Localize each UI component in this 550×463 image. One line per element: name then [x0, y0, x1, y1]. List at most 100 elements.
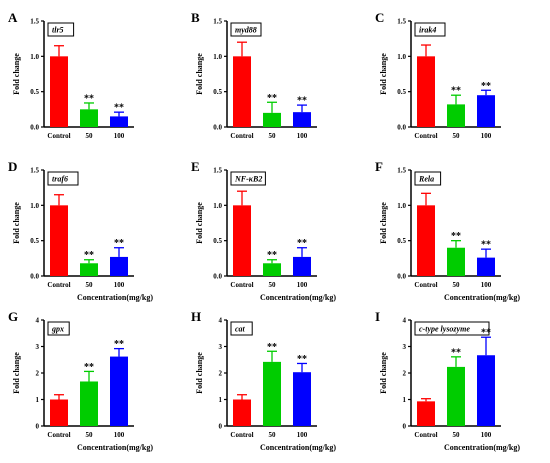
significance-label: ** — [114, 103, 124, 114]
panel-letter: H — [191, 309, 201, 324]
y-tick-label: 0.0 — [213, 273, 222, 281]
category-label: Control — [47, 281, 70, 289]
gene-label: Rela — [418, 175, 434, 184]
gene-label-box — [47, 321, 70, 336]
panel-letter: I — [375, 309, 380, 324]
panel-letter: A — [8, 10, 18, 25]
y-tick-label: 4 — [219, 317, 223, 325]
bar — [417, 205, 435, 276]
x-axis-title: Concentration(mg/kg) — [77, 293, 153, 302]
category-label: 50 — [269, 132, 277, 140]
bar — [233, 399, 251, 426]
y-axis-title: Fold change — [12, 352, 21, 394]
gene-label-box — [47, 22, 75, 37]
bar — [293, 372, 311, 426]
bar — [233, 205, 251, 276]
category-label: 100 — [297, 431, 308, 439]
y-tick-label: 1.0 — [213, 202, 222, 210]
gene-label-box — [414, 171, 442, 186]
bar — [417, 401, 435, 426]
bar — [263, 361, 281, 426]
y-tick-label: 1.0 — [397, 202, 406, 210]
bar — [80, 109, 98, 127]
category-label: 50 — [269, 431, 277, 439]
panel-letter: D — [8, 159, 17, 174]
category-label: 100 — [114, 431, 125, 439]
category-label: Control — [230, 132, 253, 140]
category-label: Control — [47, 431, 70, 439]
bar — [50, 56, 68, 128]
gene-label: tlr5 — [52, 26, 64, 35]
bar — [447, 366, 465, 426]
gene-label-box — [230, 22, 262, 37]
significance-label: ** — [481, 240, 491, 251]
gene-label-box — [230, 171, 266, 186]
significance-label: ** — [297, 354, 307, 365]
y-tick-label: 0.0 — [30, 124, 39, 132]
category-label: Control — [414, 132, 437, 140]
category-label: 100 — [481, 431, 492, 439]
category-label: Control — [230, 281, 253, 289]
y-tick-label: 0 — [219, 423, 223, 431]
category-label: 100 — [297, 281, 308, 289]
x-axis-title: Concentration(mg/kg) — [444, 443, 520, 452]
significance-label: ** — [84, 362, 94, 373]
y-tick-label: 2 — [219, 370, 223, 378]
category-label: 50 — [269, 281, 277, 289]
panel-h: H 0 1 2 3 4 Fold change cat Control ** 50 ** 100 Conc… — [191, 309, 336, 452]
y-tick-label: 0.5 — [30, 88, 39, 96]
gene-label: traf6 — [52, 175, 68, 184]
category-label: Control — [414, 281, 437, 289]
category-label: 100 — [114, 281, 125, 289]
y-tick-label: 1.5 — [397, 167, 406, 175]
bar — [110, 256, 128, 276]
bar — [233, 56, 251, 128]
y-tick-label: 1.5 — [213, 18, 222, 26]
gene-label: gpx — [51, 325, 64, 334]
category-label: 100 — [297, 132, 308, 140]
category-label: 50 — [86, 132, 94, 140]
y-axis-title: Fold change — [379, 352, 388, 394]
significance-label: ** — [267, 93, 277, 104]
panel-g: G 0 1 2 3 4 Fold change gpx Control ** 50 ** 100 Conc… — [8, 309, 153, 452]
gene-label: c-type lysozyme — [419, 325, 470, 334]
y-tick-label: 0.0 — [397, 124, 406, 132]
bar — [293, 256, 311, 276]
category-label: 50 — [453, 431, 461, 439]
gene-label-box — [414, 22, 446, 37]
significance-label: ** — [267, 250, 277, 261]
y-tick-label: 1.5 — [397, 18, 406, 26]
y-tick-label: 0 — [403, 423, 407, 431]
y-tick-label: 0.5 — [213, 88, 222, 96]
panel-c: C 0.0 0.5 1.0 1.5 Fold change irak4 Control ** 50… — [375, 10, 501, 140]
significance-label: ** — [451, 231, 461, 242]
panel-letter: E — [191, 159, 200, 174]
y-tick-label: 1 — [219, 396, 223, 404]
panel-letter: G — [8, 309, 18, 324]
y-axis-title: Fold change — [12, 202, 21, 244]
bar — [50, 205, 68, 276]
bar — [110, 116, 128, 127]
y-tick-label: 1.0 — [30, 202, 39, 210]
significance-label: ** — [481, 81, 491, 92]
category-label: 100 — [481, 132, 492, 140]
y-tick-label: 4 — [403, 317, 407, 325]
y-tick-label: 0.0 — [397, 273, 406, 281]
y-tick-label: 1.0 — [30, 53, 39, 61]
y-axis-title: Fold change — [195, 352, 204, 394]
x-axis-title: Concentration(mg/kg) — [77, 443, 153, 452]
x-axis-title: Concentration(mg/kg) — [260, 293, 336, 302]
y-tick-label: 0.5 — [213, 237, 222, 245]
y-tick-label: 0.0 — [30, 273, 39, 281]
category-label: 100 — [114, 132, 125, 140]
bar — [417, 56, 435, 128]
y-axis-title: Fold change — [379, 53, 388, 95]
y-tick-label: 1.5 — [30, 167, 39, 175]
significance-label: ** — [114, 238, 124, 249]
bar — [293, 112, 311, 127]
bar — [80, 263, 98, 276]
significance-label: ** — [114, 339, 124, 350]
x-axis-title: Concentration(mg/kg) — [260, 443, 336, 452]
gene-label: cat — [235, 325, 246, 334]
